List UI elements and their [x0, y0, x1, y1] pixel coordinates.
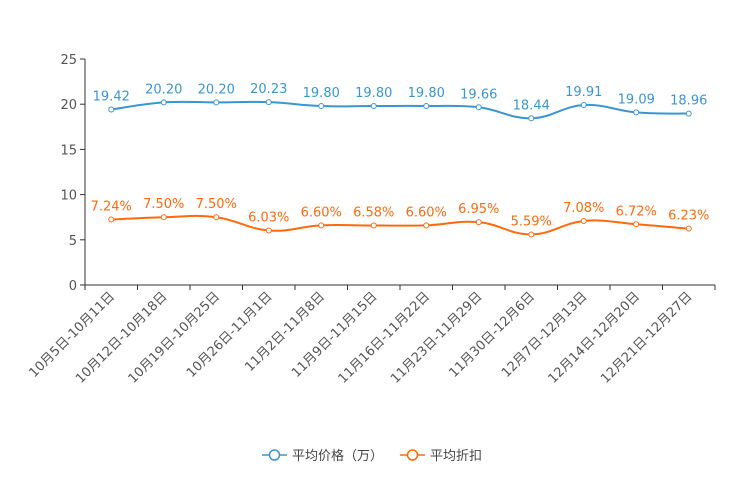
x-tick-label: 10月5日-10月11日 — [26, 289, 118, 381]
data-point — [213, 99, 220, 106]
data-label: 19.80 — [355, 86, 392, 101]
data-label: 20.20 — [145, 82, 182, 97]
legend-label: 平均折扣 — [430, 449, 482, 464]
x-tick-label: 11月23日-11月29日 — [388, 289, 485, 386]
data-point — [633, 109, 640, 116]
data-point — [475, 219, 482, 226]
y-tick-label: 20 — [60, 98, 77, 113]
x-tick-label: 10月12日-10月18日 — [73, 289, 170, 386]
data-label: 7.08% — [563, 201, 604, 216]
data-label: 5.59% — [511, 214, 552, 229]
data-point — [318, 222, 325, 229]
legend-marker-icon — [268, 449, 281, 461]
data-point — [685, 110, 692, 117]
x-tick-label: 12月21日-12月27日 — [598, 289, 695, 386]
data-label: 6.23% — [668, 209, 709, 224]
data-label: 6.95% — [458, 202, 499, 217]
data-label: 19.80 — [303, 86, 340, 101]
series-line-0 — [111, 100, 689, 120]
y-tick-label: 15 — [60, 143, 77, 158]
data-label: 19.42 — [93, 89, 130, 104]
data-point — [370, 103, 377, 110]
data-point — [685, 225, 692, 232]
data-point — [160, 99, 167, 106]
data-label: 18.44 — [513, 98, 550, 113]
data-label: 6.60% — [406, 205, 447, 220]
y-tick-label: 25 — [60, 53, 77, 68]
data-label: 19.66 — [460, 87, 497, 102]
data-point — [423, 103, 430, 110]
data-point — [528, 231, 535, 238]
data-label: 19.80 — [408, 86, 445, 101]
data-label: 20.20 — [198, 82, 235, 97]
data-point — [108, 216, 115, 223]
data-label: 7.24% — [91, 200, 132, 215]
data-point — [633, 221, 640, 228]
y-tick-label: 10 — [60, 189, 77, 204]
data-point — [423, 222, 430, 229]
data-point — [108, 106, 115, 113]
data-point — [580, 217, 587, 224]
x-tick-label: 12月14日-12月20日 — [546, 289, 643, 386]
data-point — [580, 102, 587, 109]
data-label: 18.96 — [670, 94, 707, 109]
data-label: 7.50% — [196, 197, 237, 212]
data-point — [160, 214, 167, 221]
data-label: 6.72% — [616, 204, 657, 219]
data-label: 6.03% — [248, 210, 289, 225]
data-point — [265, 99, 272, 106]
data-label: 6.60% — [301, 205, 342, 220]
x-tick-label: 10月19日-10月25日 — [126, 289, 223, 386]
data-point — [265, 227, 272, 234]
data-point — [475, 104, 482, 111]
series-line-1 — [111, 214, 689, 236]
data-label: 19.09 — [618, 92, 655, 107]
data-point — [528, 115, 535, 122]
data-label: 7.50% — [143, 197, 184, 212]
legend-label: 平均价格（万） — [292, 448, 383, 464]
data-label: 19.91 — [565, 85, 602, 100]
x-tick-label: 11月16日-11月22日 — [336, 289, 433, 386]
data-point — [370, 222, 377, 229]
data-label: 20.23 — [250, 82, 287, 97]
data-label: 6.58% — [353, 206, 394, 221]
legend-marker-icon — [406, 449, 419, 461]
data-point — [318, 103, 325, 110]
data-point — [213, 214, 220, 221]
y-tick-label: 0 — [69, 279, 77, 294]
y-tick-label: 5 — [69, 234, 77, 249]
